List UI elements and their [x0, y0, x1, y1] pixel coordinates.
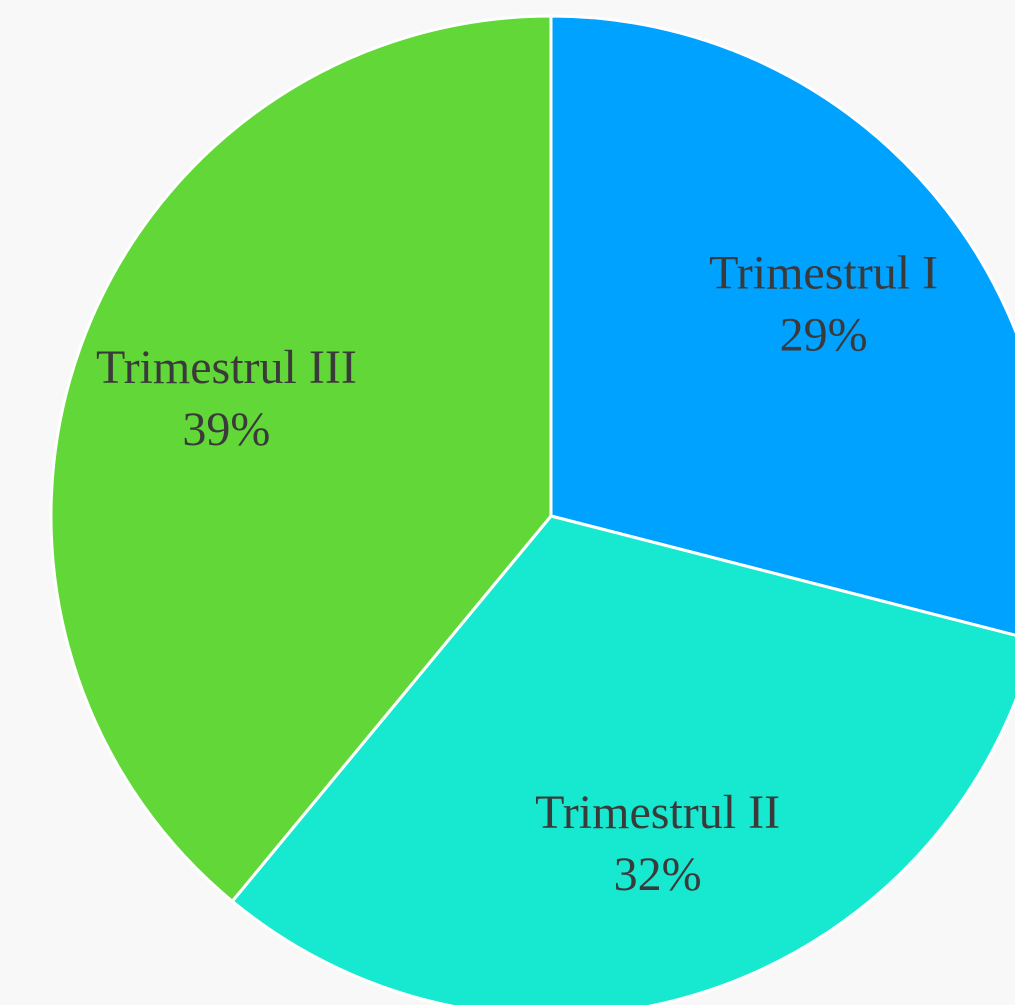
slice-label: Trimestrul I	[709, 247, 938, 300]
pie-slice	[230, 514, 1015, 1005]
pie-slice	[549, 14, 1015, 637]
pie-slice	[49, 14, 553, 904]
slice-value-label: 39%	[182, 403, 270, 456]
slice-value-label: 29%	[780, 309, 868, 362]
slice-value-label: 32%	[614, 848, 702, 901]
slice-label: Trimestrul III	[96, 341, 357, 394]
slice-label: Trimestrul II	[535, 786, 780, 839]
